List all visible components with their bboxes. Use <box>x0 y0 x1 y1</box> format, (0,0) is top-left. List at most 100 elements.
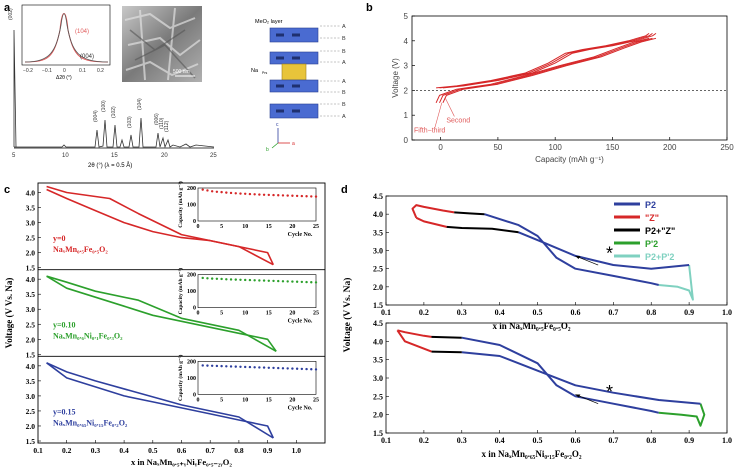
inset-point <box>220 364 223 368</box>
inset-point <box>262 279 266 282</box>
inset-point <box>281 280 285 283</box>
y-tick-label: 2.0 <box>26 422 36 431</box>
x-tick-label: 100 <box>549 143 563 152</box>
inset-point <box>248 365 252 369</box>
x-tick-label: 1.0 <box>722 308 732 317</box>
inset-x-tick: 15 <box>266 311 272 317</box>
na-sub-label: Prs <box>262 71 268 75</box>
x-tick-label: 0.5 <box>148 446 158 455</box>
inset-tick: −0.2 <box>23 68 33 74</box>
x-tick-label: 0.2 <box>62 446 72 455</box>
inset-point <box>210 277 214 280</box>
phase-segment <box>454 211 485 216</box>
formula-label: NaₓMn₀.₆₅Ni₀.₁₅Fe₀.₂O₂ <box>53 418 128 427</box>
stack-label: B <box>342 90 346 96</box>
x-tick-label: 0.6 <box>570 308 580 317</box>
x-tick-label: 150 <box>606 143 620 152</box>
inset-point <box>225 191 228 194</box>
inset-y-tick: 100 <box>187 376 196 382</box>
inset-y-label: Capacity (mAh g⁻¹) <box>177 354 184 401</box>
xrd-pattern <box>14 117 215 149</box>
x-tick-label: 0.9 <box>684 436 694 445</box>
y-tick-label: 2.5 <box>373 392 383 401</box>
y-tick-label: 1.5 <box>26 350 36 359</box>
x-tick-label: 250 <box>720 143 734 152</box>
inset-tick: 0 <box>63 68 66 74</box>
x-tick-label: 0.6 <box>177 446 187 455</box>
phase-segment <box>397 329 432 338</box>
y-tick-label: 4.0 <box>373 210 383 219</box>
inset-frame <box>197 187 317 222</box>
voltage-curve <box>46 275 277 352</box>
phase-segment <box>396 329 432 353</box>
inset-label-104: (104) <box>75 29 89 35</box>
inset-point <box>229 191 233 195</box>
stack-label: A <box>342 114 346 120</box>
y-tick-label: 1.5 <box>373 429 383 438</box>
peak-label: (102) <box>111 106 117 118</box>
x-tick-label: 0 <box>438 143 443 152</box>
inset-y-tick: 100 <box>187 289 196 295</box>
inset-x-tick: 10 <box>242 311 248 317</box>
xrd-tick: 25 <box>210 153 217 159</box>
inset-point <box>262 366 266 369</box>
asterisk-marker: * <box>606 244 613 264</box>
inset-point <box>272 279 275 283</box>
inset-point <box>234 192 237 195</box>
stack-label: B <box>342 49 346 55</box>
peak-label: (002) <box>8 8 14 20</box>
peak-label: (112) <box>164 120 170 132</box>
inset-point <box>244 192 247 195</box>
inset-point <box>253 366 256 369</box>
inset-point <box>305 367 308 371</box>
composition-label: y=0.15 <box>53 407 76 416</box>
annotation-pointer <box>434 102 443 128</box>
axis-c: c <box>276 122 279 128</box>
y-tick-label: 3.0 <box>373 247 383 256</box>
voltage-curve <box>46 185 274 266</box>
phase-segment <box>484 213 660 286</box>
y-axis-label: Voltage (V) <box>391 58 400 98</box>
x-tick-label: 0.7 <box>608 308 618 317</box>
inset-y-tick: 0 <box>193 306 196 312</box>
x-tick-label: 0.7 <box>608 436 618 445</box>
x-tick-label: 0.7 <box>206 446 216 455</box>
inset-x-tick: 5 <box>220 397 223 403</box>
xrd-xlabel: 2θ (°) (λ = 0.5 Å) <box>88 162 132 169</box>
inset-point <box>286 194 289 197</box>
inset-point <box>229 365 233 368</box>
x-tick-label: 0.5 <box>533 436 543 445</box>
y-tick-label: 3.0 <box>26 219 36 228</box>
inset-point <box>305 195 308 198</box>
voltage-curve <box>46 275 277 352</box>
inset-x-tick: 15 <box>266 224 272 230</box>
inset-y-label: Capacity (mAh g⁻¹) <box>177 181 184 228</box>
inset-point <box>225 365 228 368</box>
inset-point <box>305 280 308 284</box>
inset-x-label: Cycle No. <box>288 319 313 325</box>
y-tick-label: 4.0 <box>373 337 383 346</box>
y-tick-label: 4.0 <box>26 362 36 371</box>
panel-label-d: d <box>341 184 348 196</box>
inset-x-tick: 15 <box>266 397 272 403</box>
annotation-fifth-third: Fifth−third <box>414 128 445 135</box>
inset-point <box>239 365 242 368</box>
inset-point <box>272 366 275 370</box>
inset-point <box>281 367 285 370</box>
na-label: Na <box>251 68 259 74</box>
inset-point <box>272 193 275 197</box>
peak-label: (104) <box>137 98 143 110</box>
y-axis-label: Voltage (V Vs. Na) <box>342 278 353 353</box>
voltage-curve <box>46 362 274 439</box>
formula-label: NaₓMn₀.₆Ni₀.₁Fe₀.₃O₂ <box>53 332 123 341</box>
y-tick-label: 1.5 <box>26 437 36 446</box>
inset-point <box>277 279 280 283</box>
x-tick-label: 0.2 <box>419 436 429 445</box>
inset-point <box>234 278 237 281</box>
inset-point <box>215 277 219 280</box>
panel-d: 1.5 2.0 2.5 3.0 3.5 4.0 4.5 0.1 0.2 0.3 0.4 0.5 0.6 0… <box>342 192 732 459</box>
inset-point <box>206 364 209 367</box>
inset-point <box>234 365 237 368</box>
legend-label: P2+P'2 <box>645 252 674 262</box>
